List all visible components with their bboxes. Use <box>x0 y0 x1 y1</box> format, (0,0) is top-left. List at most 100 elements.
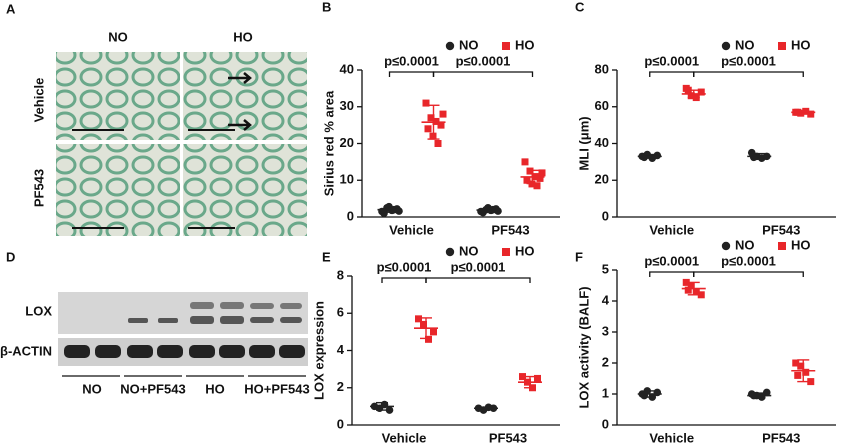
legend-label: NO <box>459 37 479 52</box>
data-point <box>424 125 432 133</box>
legend-marker <box>721 41 731 51</box>
y-tick-label: 40 <box>340 61 354 76</box>
lane-label: NO <box>82 381 102 396</box>
x-tick-label: Vehicle <box>389 222 434 237</box>
legend-label: HO <box>515 37 535 52</box>
panel-letter: E <box>322 249 331 264</box>
legend-marker <box>778 42 786 50</box>
data-point <box>697 291 705 299</box>
row-label: PF543 <box>31 169 46 207</box>
annotation: p≤0.0001 <box>644 53 699 68</box>
data-point <box>640 391 649 400</box>
lane-label: HO <box>205 381 225 396</box>
histology-images <box>56 52 307 236</box>
data-point <box>687 282 695 289</box>
data-point <box>807 110 815 118</box>
data-point <box>430 328 437 336</box>
panel-letter: F <box>575 249 583 264</box>
significance-bracket <box>693 271 804 277</box>
y-tick-label: 8 <box>337 267 344 282</box>
significance-bracket <box>381 277 427 283</box>
data-point <box>538 169 546 177</box>
significance-bracket <box>388 71 435 77</box>
y-tick-label: 80 <box>595 61 609 76</box>
legend-marker <box>778 242 786 250</box>
legend-label: NO <box>735 237 755 252</box>
y-tick-label: 2 <box>337 379 344 394</box>
data-point <box>422 99 430 107</box>
data-point <box>521 158 529 166</box>
y-tick-label: 4 <box>602 292 610 307</box>
legend-marker <box>445 41 455 51</box>
data-point <box>380 209 388 218</box>
x-tick-label: PF543 <box>762 222 800 237</box>
data-point <box>534 374 541 382</box>
x-tick-label: Vehicle <box>382 430 427 445</box>
data-point <box>523 176 531 184</box>
legend-label: HO <box>791 237 811 252</box>
panel-letter: A <box>6 1 16 16</box>
y-axis-label: MLI (μm) <box>576 116 591 170</box>
data-point <box>762 388 771 397</box>
y-axis-label: Sirius red % area <box>321 90 336 196</box>
image <box>183 52 307 140</box>
significance-bracket <box>425 277 531 283</box>
y-tick-label: 3 <box>602 323 609 338</box>
significance-bracket <box>432 71 534 77</box>
significance-bracket <box>693 71 804 77</box>
data-point <box>425 335 432 343</box>
data-point <box>792 359 800 367</box>
significance-bracket <box>649 71 695 77</box>
western-blot <box>58 292 308 377</box>
band-label: β-ACTIN <box>0 343 52 358</box>
y-tick-label: 4 <box>337 342 345 357</box>
y-tick-label: 0 <box>347 208 354 223</box>
y-tick-label: 0 <box>337 416 344 431</box>
y-axis-label: LOX activity (BALF) <box>576 286 591 408</box>
data-point <box>697 88 705 96</box>
y-axis-label: LOX expression <box>311 301 326 400</box>
data-point <box>395 207 403 215</box>
data-point <box>526 167 534 175</box>
x-tick-label: Vehicle <box>649 222 694 237</box>
y-tick-label: 1 <box>602 385 609 400</box>
image <box>183 144 307 236</box>
legend-label: NO <box>459 243 479 258</box>
annotation: p≤0.0001 <box>377 259 432 274</box>
data-point <box>494 207 502 215</box>
legend-marker <box>721 241 731 251</box>
data-point <box>385 406 394 414</box>
x-tick-label: Vehicle <box>649 430 694 445</box>
y-tick-label: 60 <box>595 98 609 113</box>
legend-label: NO <box>735 37 755 52</box>
data-point <box>687 92 695 100</box>
data-point <box>797 362 805 370</box>
legend-marker <box>502 42 510 50</box>
data-point <box>684 286 692 294</box>
image <box>56 144 180 236</box>
data-point <box>653 151 662 160</box>
annotation: p≤0.0001 <box>721 53 776 68</box>
significance-bracket <box>649 271 695 277</box>
legend-label: HO <box>791 37 811 52</box>
x-tick-label: PF543 <box>491 222 529 237</box>
data-point <box>536 174 544 182</box>
panel-letter: C <box>575 0 585 14</box>
panel-letter: D <box>6 249 15 264</box>
y-tick-label: 20 <box>340 135 354 150</box>
column-label: NO <box>108 29 128 44</box>
data-point <box>653 388 662 397</box>
data-point <box>802 368 810 376</box>
data-point <box>415 315 422 323</box>
data-point <box>682 278 690 286</box>
data-point <box>692 288 700 296</box>
annotation: p≤0.0001 <box>456 53 511 68</box>
legend-marker <box>502 248 510 256</box>
band-label: LOX <box>25 303 52 318</box>
row-label: Vehicle <box>31 78 46 123</box>
x-tick-label: PF543 <box>489 430 527 445</box>
data-point <box>640 153 649 162</box>
image <box>56 52 180 140</box>
x-tick-label: PF543 <box>762 430 800 445</box>
